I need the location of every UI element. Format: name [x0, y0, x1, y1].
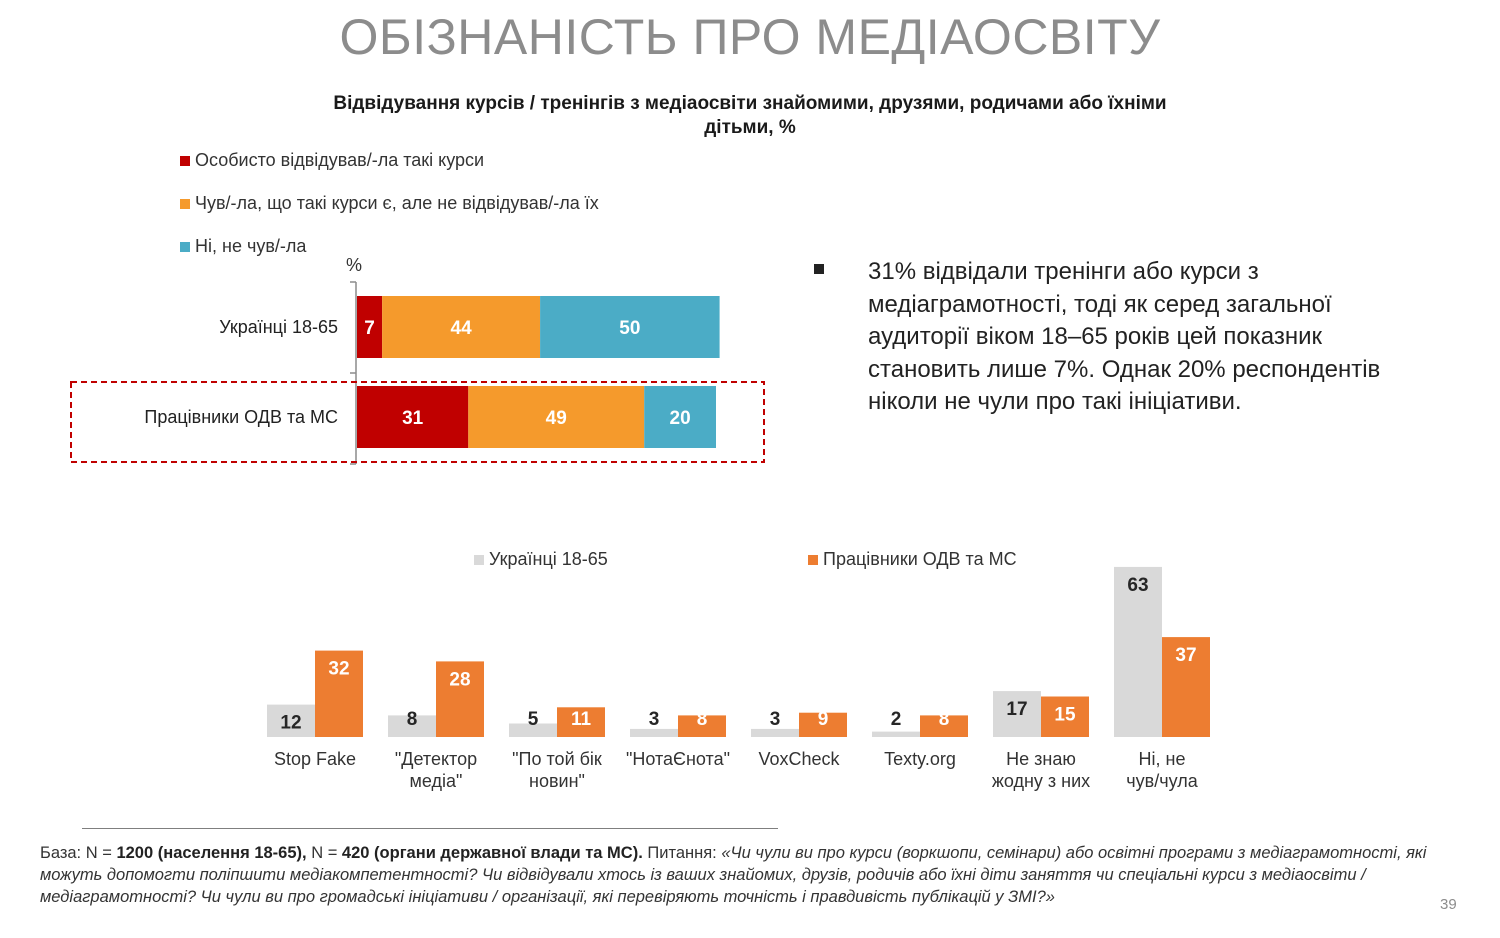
grouped-bar: [799, 712, 847, 737]
data-label: 20: [670, 408, 691, 429]
data-label: 12: [280, 713, 301, 734]
data-label: 32: [328, 659, 349, 680]
category-label: Працівники ОДВ та МС: [144, 407, 338, 427]
data-label: 28: [449, 669, 470, 690]
grouped-bar: [509, 723, 557, 737]
grouped-bar: [872, 731, 920, 737]
footnote-base-mid: N =: [306, 844, 342, 862]
category-label: "НотаЄнота": [626, 749, 730, 769]
stacked-bar-chart: % Українці 18-65 7 44 50 Працівники ОДВ та МС…: [70, 255, 765, 465]
legend-label: Працівники ОДВ та МС: [823, 549, 1017, 569]
footnote-question: «Чи чули ви про курси (воркшопи, семінар…: [40, 844, 1427, 906]
legend-item-ukrainians: Українці 18-65: [474, 549, 608, 570]
bullet-marker: [814, 264, 824, 274]
category-label: VoxCheck: [758, 749, 840, 769]
page-title: ОБІЗНАНІСТЬ ПРО МЕДІАОСВІТУ: [339, 9, 1161, 65]
data-label: 9: [818, 709, 829, 730]
highlight-box: [70, 381, 765, 463]
stacked-bar-segment: [644, 386, 716, 448]
grouped-bar: [388, 715, 436, 737]
legend-label: Чув/-ла, що такі курси є, але не відвіду…: [195, 193, 599, 213]
grouped-bar: [630, 728, 678, 737]
category-label: Texty.org: [884, 749, 956, 769]
category-label: Stop Fake: [274, 749, 356, 769]
data-label: 5: [528, 709, 539, 730]
grouped-bar: [315, 650, 363, 737]
legend-swatch: [180, 155, 190, 166]
legend-label: Особисто відвідував/-ла такі курси: [195, 150, 485, 170]
footnote-base-n2: 420 (органи державної влади та МС).: [341, 844, 643, 862]
data-label: 8: [697, 709, 708, 730]
legend-swatch: [474, 554, 484, 565]
category-label: "По той бік: [512, 749, 602, 769]
grouped-bar: [1041, 696, 1089, 737]
legend-label: Українці 18-65: [489, 549, 608, 569]
data-label: 49: [546, 408, 567, 429]
footnote-divider: [82, 828, 778, 829]
grouped-bar: [1162, 637, 1210, 737]
category-label: Не знаю: [1006, 749, 1076, 769]
grouped-bar: [436, 661, 484, 737]
grouped-bar: [267, 704, 315, 737]
grouped-bar: [993, 691, 1041, 737]
data-label: 8: [407, 709, 418, 730]
grouped-bar: [678, 715, 726, 737]
data-label: 63: [1127, 575, 1148, 596]
axis-unit-label: %: [346, 255, 362, 275]
data-label: 31: [402, 408, 424, 429]
category-label: медіа": [410, 771, 463, 791]
footnote-base-n1: 1200 (населення 18-65),: [116, 844, 307, 862]
data-label: 50: [619, 318, 640, 339]
footnote-question-prefix: Питання:: [642, 844, 722, 862]
stacked-bar-segment: [468, 386, 645, 448]
category-label: новин": [529, 771, 585, 791]
footnote: База: N = 1200 (населення 18-65), N = 42…: [40, 842, 1460, 908]
data-label: 7: [364, 318, 375, 339]
legend-swatch: [180, 241, 190, 252]
grouped-bar: [920, 715, 968, 737]
data-label: 2: [891, 709, 902, 730]
category-label: жодну з них: [992, 771, 1090, 791]
legend-item-heard-not-attended: Чув/-ла, що такі курси є, але не відвіду…: [180, 193, 599, 214]
legend-swatch: [808, 554, 818, 565]
stacked-bar-segment: [357, 296, 383, 358]
data-label: 37: [1175, 645, 1196, 666]
data-label: 17: [1006, 699, 1027, 720]
footnote-base-prefix: База: N =: [40, 844, 117, 862]
category-label: чув/чула: [1126, 771, 1198, 791]
data-label: 11: [571, 709, 592, 730]
data-label: 3: [770, 709, 781, 730]
stacked-bar-segment: [382, 296, 541, 358]
stacked-bar-segment: [357, 386, 469, 448]
category-label: Українці 18-65: [219, 317, 338, 337]
category-label: "Детектор: [395, 749, 477, 769]
legend-item-officials: Працівники ОДВ та МС: [808, 549, 1017, 570]
grouped-bar: [557, 707, 605, 737]
legend-swatch: [180, 198, 190, 209]
category-label: Ні, не: [1139, 749, 1186, 769]
grouped-bar: [1114, 566, 1162, 737]
stacked-bar-segment: [540, 296, 720, 358]
data-label: 44: [451, 318, 473, 339]
legend-item-not-heard: Ні, не чув/-ла: [180, 236, 306, 257]
legend-item-personally-attended: Особисто відвідував/-ла такі курси: [180, 150, 484, 171]
summary-text: 31% відвідали тренінги або курси з медіа…: [868, 258, 1381, 415]
chart-title: Відвідування курсів / тренінгів з медіао…: [333, 93, 1167, 138]
page-number: 39: [1440, 896, 1457, 913]
legend-label: Ні, не чув/-ла: [195, 236, 307, 256]
grouped-bar: [751, 728, 799, 737]
data-label: 8: [939, 709, 950, 730]
data-label: 3: [649, 709, 660, 730]
data-label: 15: [1054, 705, 1076, 726]
